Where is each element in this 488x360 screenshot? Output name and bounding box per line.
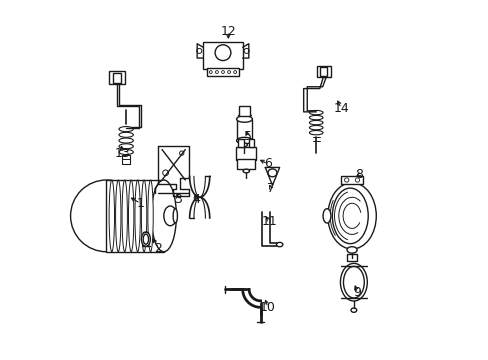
Ellipse shape xyxy=(340,264,366,301)
Text: 12: 12 xyxy=(220,25,236,38)
Circle shape xyxy=(209,71,212,73)
Bar xyxy=(203,42,242,69)
Text: 8: 8 xyxy=(354,168,363,181)
Text: 9: 9 xyxy=(353,287,361,300)
Ellipse shape xyxy=(350,308,356,312)
Bar xyxy=(113,73,121,83)
Ellipse shape xyxy=(163,206,176,226)
Ellipse shape xyxy=(243,169,249,173)
Circle shape xyxy=(221,71,224,73)
Ellipse shape xyxy=(119,138,133,143)
Ellipse shape xyxy=(236,116,252,122)
Ellipse shape xyxy=(346,247,356,253)
Ellipse shape xyxy=(309,111,323,115)
Bar xyxy=(346,254,357,261)
Circle shape xyxy=(344,178,348,182)
Ellipse shape xyxy=(309,121,323,125)
Bar xyxy=(341,176,362,184)
Ellipse shape xyxy=(109,180,114,252)
Bar xyxy=(206,68,239,76)
Circle shape xyxy=(196,48,202,53)
Ellipse shape xyxy=(309,116,323,120)
Ellipse shape xyxy=(309,131,323,135)
Text: 13: 13 xyxy=(115,147,130,159)
Circle shape xyxy=(227,71,230,73)
Bar xyxy=(316,66,330,77)
Bar xyxy=(236,119,252,140)
Bar xyxy=(237,159,255,169)
Bar xyxy=(109,71,125,84)
Text: 2: 2 xyxy=(154,242,162,255)
Ellipse shape xyxy=(276,242,282,247)
Circle shape xyxy=(355,178,359,182)
Ellipse shape xyxy=(173,209,177,223)
Ellipse shape xyxy=(122,180,127,252)
Ellipse shape xyxy=(119,144,133,149)
Ellipse shape xyxy=(115,180,121,252)
Bar xyxy=(236,147,256,160)
Ellipse shape xyxy=(327,183,376,249)
Bar xyxy=(319,67,326,76)
Bar xyxy=(239,106,249,116)
Ellipse shape xyxy=(236,137,252,144)
Ellipse shape xyxy=(119,127,133,132)
Ellipse shape xyxy=(323,209,330,223)
Bar xyxy=(106,180,163,252)
Ellipse shape xyxy=(151,180,176,252)
Ellipse shape xyxy=(241,143,247,147)
Circle shape xyxy=(215,45,230,60)
Circle shape xyxy=(233,71,236,73)
Ellipse shape xyxy=(141,180,146,252)
Text: 1: 1 xyxy=(136,197,144,210)
Ellipse shape xyxy=(343,266,364,298)
Ellipse shape xyxy=(267,169,276,177)
Text: 6: 6 xyxy=(264,157,271,170)
Ellipse shape xyxy=(70,180,142,252)
Ellipse shape xyxy=(128,180,134,252)
Ellipse shape xyxy=(332,188,367,244)
Ellipse shape xyxy=(119,132,133,137)
Ellipse shape xyxy=(135,180,140,252)
Circle shape xyxy=(215,71,218,73)
Bar xyxy=(238,139,244,147)
Circle shape xyxy=(244,48,249,53)
Text: 7: 7 xyxy=(267,183,275,195)
Ellipse shape xyxy=(309,126,323,130)
Bar xyxy=(248,139,254,147)
Ellipse shape xyxy=(119,149,133,154)
Ellipse shape xyxy=(147,180,153,252)
Ellipse shape xyxy=(143,234,148,244)
Text: 5: 5 xyxy=(244,130,252,144)
Text: 10: 10 xyxy=(259,301,275,314)
Text: 14: 14 xyxy=(333,102,348,115)
Ellipse shape xyxy=(141,232,150,246)
Circle shape xyxy=(179,151,183,155)
Circle shape xyxy=(163,170,168,176)
Text: 3: 3 xyxy=(174,193,182,206)
Text: 4: 4 xyxy=(192,193,200,206)
Text: 11: 11 xyxy=(261,215,277,228)
